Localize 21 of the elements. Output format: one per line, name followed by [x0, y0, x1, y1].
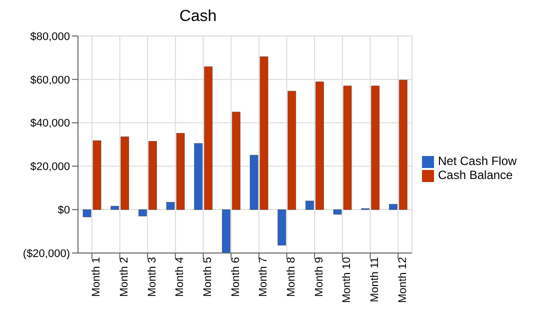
x-tick-label: Month 12 — [396, 257, 409, 303]
x-tick-label: Month 4 — [174, 257, 186, 297]
x-tick-label: Month 2 — [118, 257, 131, 297]
x-tick-label: Month 7 — [258, 257, 270, 297]
x-tick-label: Month 8 — [286, 257, 298, 297]
y-tick-label: $40,000 — [30, 118, 70, 130]
y-tick-label: $80,000 — [30, 30, 70, 43]
y-tick-label: ($20,000) — [22, 248, 70, 260]
x-tick-label: Month 9 — [313, 257, 326, 297]
y-tick-label: $20,000 — [30, 161, 70, 174]
x-tick-label: Month 1 — [90, 257, 103, 297]
x-tick-label: Month 6 — [230, 257, 242, 297]
x-tick-label: Month 3 — [146, 257, 158, 297]
y-tick-label: $60,000 — [30, 74, 70, 86]
legend-label: Net Cash Flow — [438, 154, 517, 168]
x-tick-label: Month 10 — [341, 257, 354, 303]
x-tick-label: Month 11 — [369, 257, 382, 302]
x-tick-label: Month 5 — [202, 257, 214, 297]
y-tick-label: $0 — [58, 204, 70, 217]
legend-label: Cash Balance — [438, 168, 513, 182]
chart-title: Cash — [178, 8, 218, 27]
